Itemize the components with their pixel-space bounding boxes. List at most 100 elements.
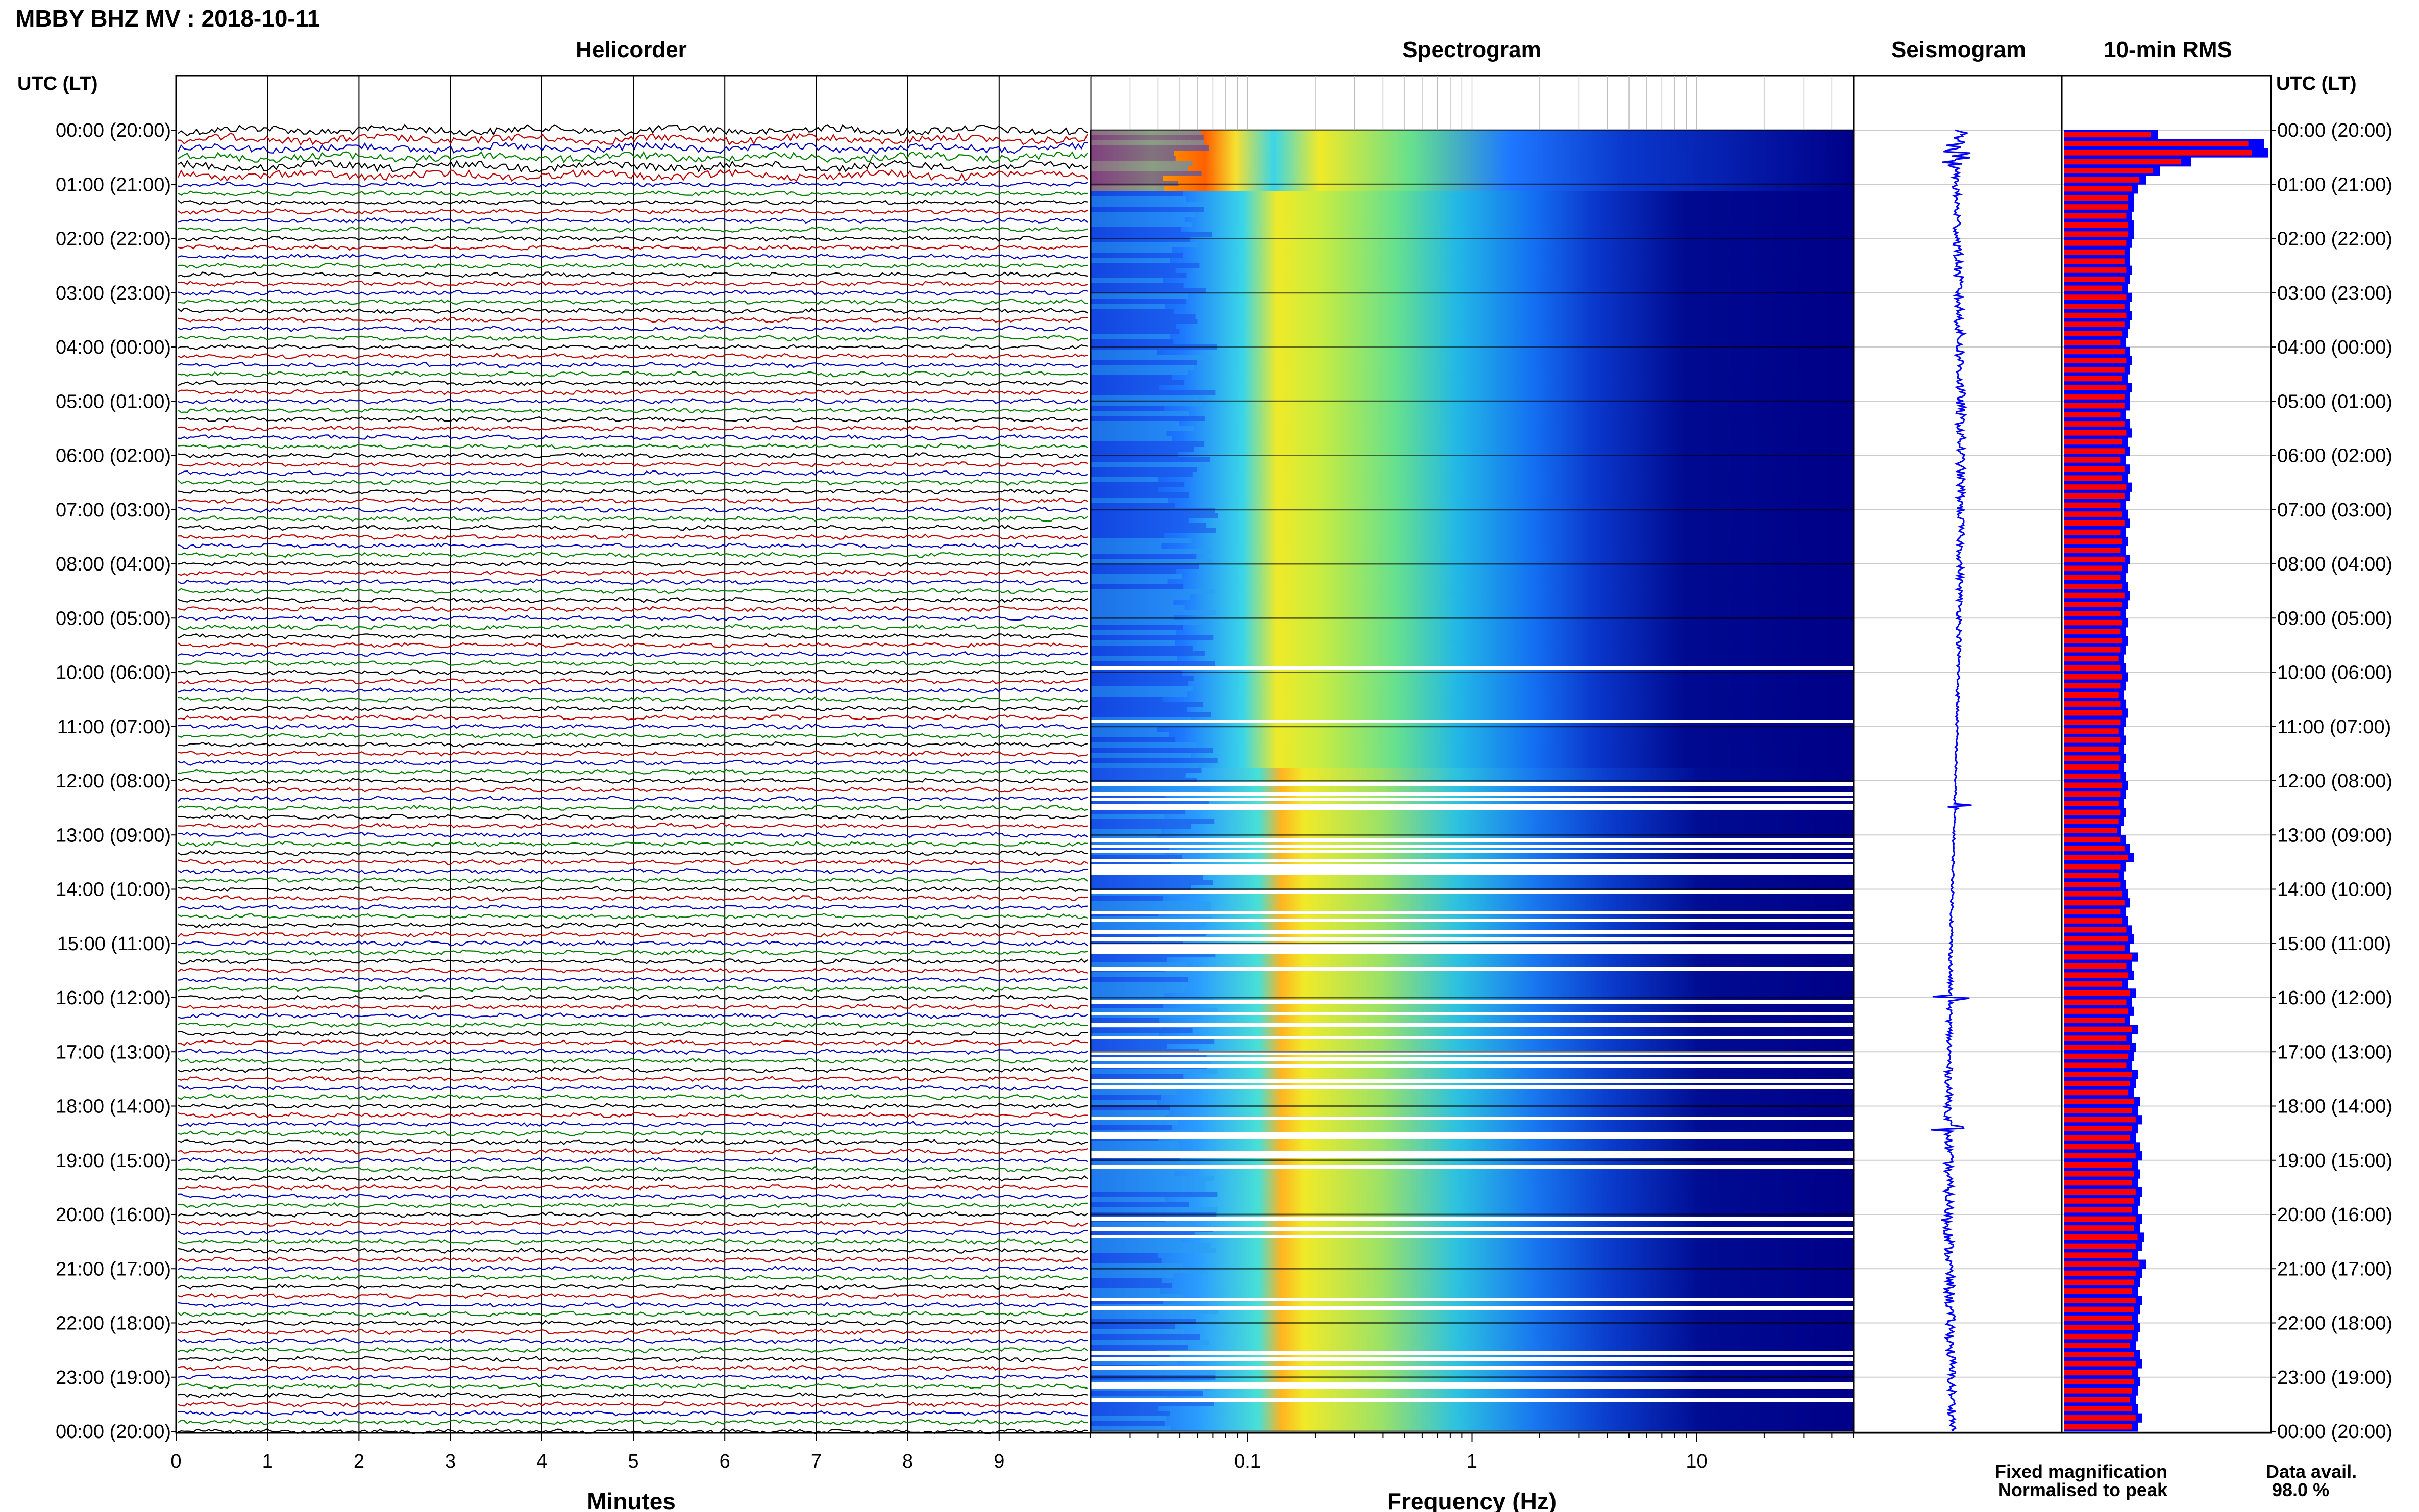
helicorder-trace [178,343,1088,351]
helicorder-trace [178,289,1088,296]
helicorder-trace [178,723,1088,730]
spectrogram-row-band [1091,288,1206,293]
spectrogram-gap [1091,1085,1854,1089]
rms-bar-normalised [2064,701,2121,707]
rms-title: 10-min RMS [2104,37,2232,62]
time-label-left: 23:00 (19:00) [56,1367,171,1389]
spectrogram-row-band [1091,885,1191,890]
helicorder-trace [178,1175,1088,1182]
helicorder-trace [178,316,1088,323]
rms-bar-normalised [2064,132,2151,138]
spectrogram-gap [1091,850,1854,853]
spectrogram-row-band [1091,982,1188,987]
spectrogram-row-band [1091,880,1213,885]
rms-bar-normalised [2064,990,2130,996]
rms-bar-normalised [2064,258,2125,264]
spectrogram-row-band [1091,564,1199,569]
spectrogram-row-band [1091,1197,1165,1202]
time-label-right: 11:00 (07:00) [2277,716,2391,738]
time-label-right: 09:00 (05:00) [2277,608,2392,629]
spectrogram-row-band [1091,196,1187,202]
spectrogram-row-band [1091,1125,1172,1130]
helicorder-trace [178,217,1088,224]
spectrogram-row-band [1091,584,1184,589]
legend-fixed-magnification: Fixed magnification [1995,1461,2167,1482]
minute-tick-label: 9 [994,1451,1004,1472]
spectrogram-gap [1091,1117,1854,1120]
time-labels-right: 00:00 (20:00) 01:00 (21:00) 02:00 (22:00) 0… [2271,120,2392,1443]
rms-bar-normalised [2064,430,2127,436]
rms-bar-normalised [2064,159,2181,165]
rms-bar-normalised [2064,846,2125,852]
rms-bar-normalised [2064,927,2127,933]
time-label-left: 00:00 (20:00) [56,1421,171,1443]
spectrogram-row-band [1091,732,1169,737]
rms-bar-normalised [2064,1397,2130,1403]
rms-bar-normalised [2064,575,2121,580]
rms-bar-normalised [2064,502,2121,508]
helicorder-trace [178,1039,1088,1046]
helicorder-trace [178,813,1088,820]
spectrogram-row-band [1091,1258,1162,1263]
rms-bar-normalised [2064,891,2123,897]
spectrogram-gap [1091,1079,1854,1083]
rms-bars [2064,130,2268,1432]
frequency-tick-label: 0.1 [1234,1451,1261,1472]
helicorder-trace [178,1012,1088,1019]
rms-bar-normalised [2064,520,2125,526]
time-labels-left: 00:00 (20:00) 01:00 (21:00) 02:00 (22:00) 0… [56,120,176,1443]
minute-tick-label: 2 [354,1451,364,1472]
spectrogram-gridlines [1091,129,1854,1432]
spectrogram-row-band [1091,1105,1170,1110]
helicorder-trace [178,1211,1088,1218]
rms-bar-normalised [2064,963,2127,969]
spectrogram-row-band [1091,304,1166,309]
helicorder-trace [178,1383,1088,1390]
helicorder-trace [178,1293,1088,1299]
spectrogram-row-band [1091,1120,1178,1125]
helicorder-traces [177,123,1089,1435]
rms-bar-normalised [2064,186,2132,192]
helicorder-trace [178,307,1088,314]
time-label-left: 17:00 (13:00) [56,1042,171,1063]
seismogram-trace [1931,129,1972,1432]
spectrogram-row-band [1091,161,1193,166]
spectrogram-row-band [1091,390,1216,395]
spectrogram-row-band [1091,1044,1167,1049]
time-label-left: 04:00 (00:00) [56,337,171,358]
spectrogram-row-band [1091,1253,1158,1258]
helicorder-trace [178,479,1088,486]
spectrogram-row-band [1091,661,1215,666]
spectrogram-row-band [1091,140,1204,145]
helicorder-trace [178,1365,1088,1372]
spectrogram-row-band [1091,416,1205,421]
spectrogram-row-band [1091,676,1194,681]
time-label-left: 14:00 (10:00) [56,879,171,901]
rms-bar-normalised [2064,936,2129,942]
spectrogram-row-band [1091,640,1175,646]
rms-bar-normalised [2064,1153,2136,1159]
spectrogram-row-band [1091,247,1172,253]
helicorder-trace [178,741,1088,748]
spectrogram-row-band [1091,441,1205,447]
rms-bar-normalised [2064,1406,2132,1412]
spectrogram-gap [1091,1351,1854,1355]
spectrogram-row-band [1091,237,1190,242]
rms-bar-normalised [2064,692,2119,698]
spectrogram-row-band [1091,217,1185,222]
time-label-left: 05:00 (01:00) [56,391,171,412]
spectrogram-row-band [1091,498,1168,503]
spectrogram-row-band [1091,411,1189,416]
rms-bar-normalised [2064,403,2125,409]
spectrogram-gap [1091,859,1854,862]
spectrogram-row-band [1091,207,1204,212]
rms-bar-normalised [2064,1062,2127,1069]
rms-bar-normalised [2064,168,2153,173]
helicorder-trace [178,262,1088,269]
rms-bar-normalised [2064,285,2123,291]
helicorder-trace [178,1094,1088,1100]
rms-bar-normalised [2064,457,2121,463]
spectrogram-row-band [1091,339,1174,344]
time-label-left: 10:00 (06:00) [56,662,171,684]
spectrogram-row-band [1091,472,1193,477]
